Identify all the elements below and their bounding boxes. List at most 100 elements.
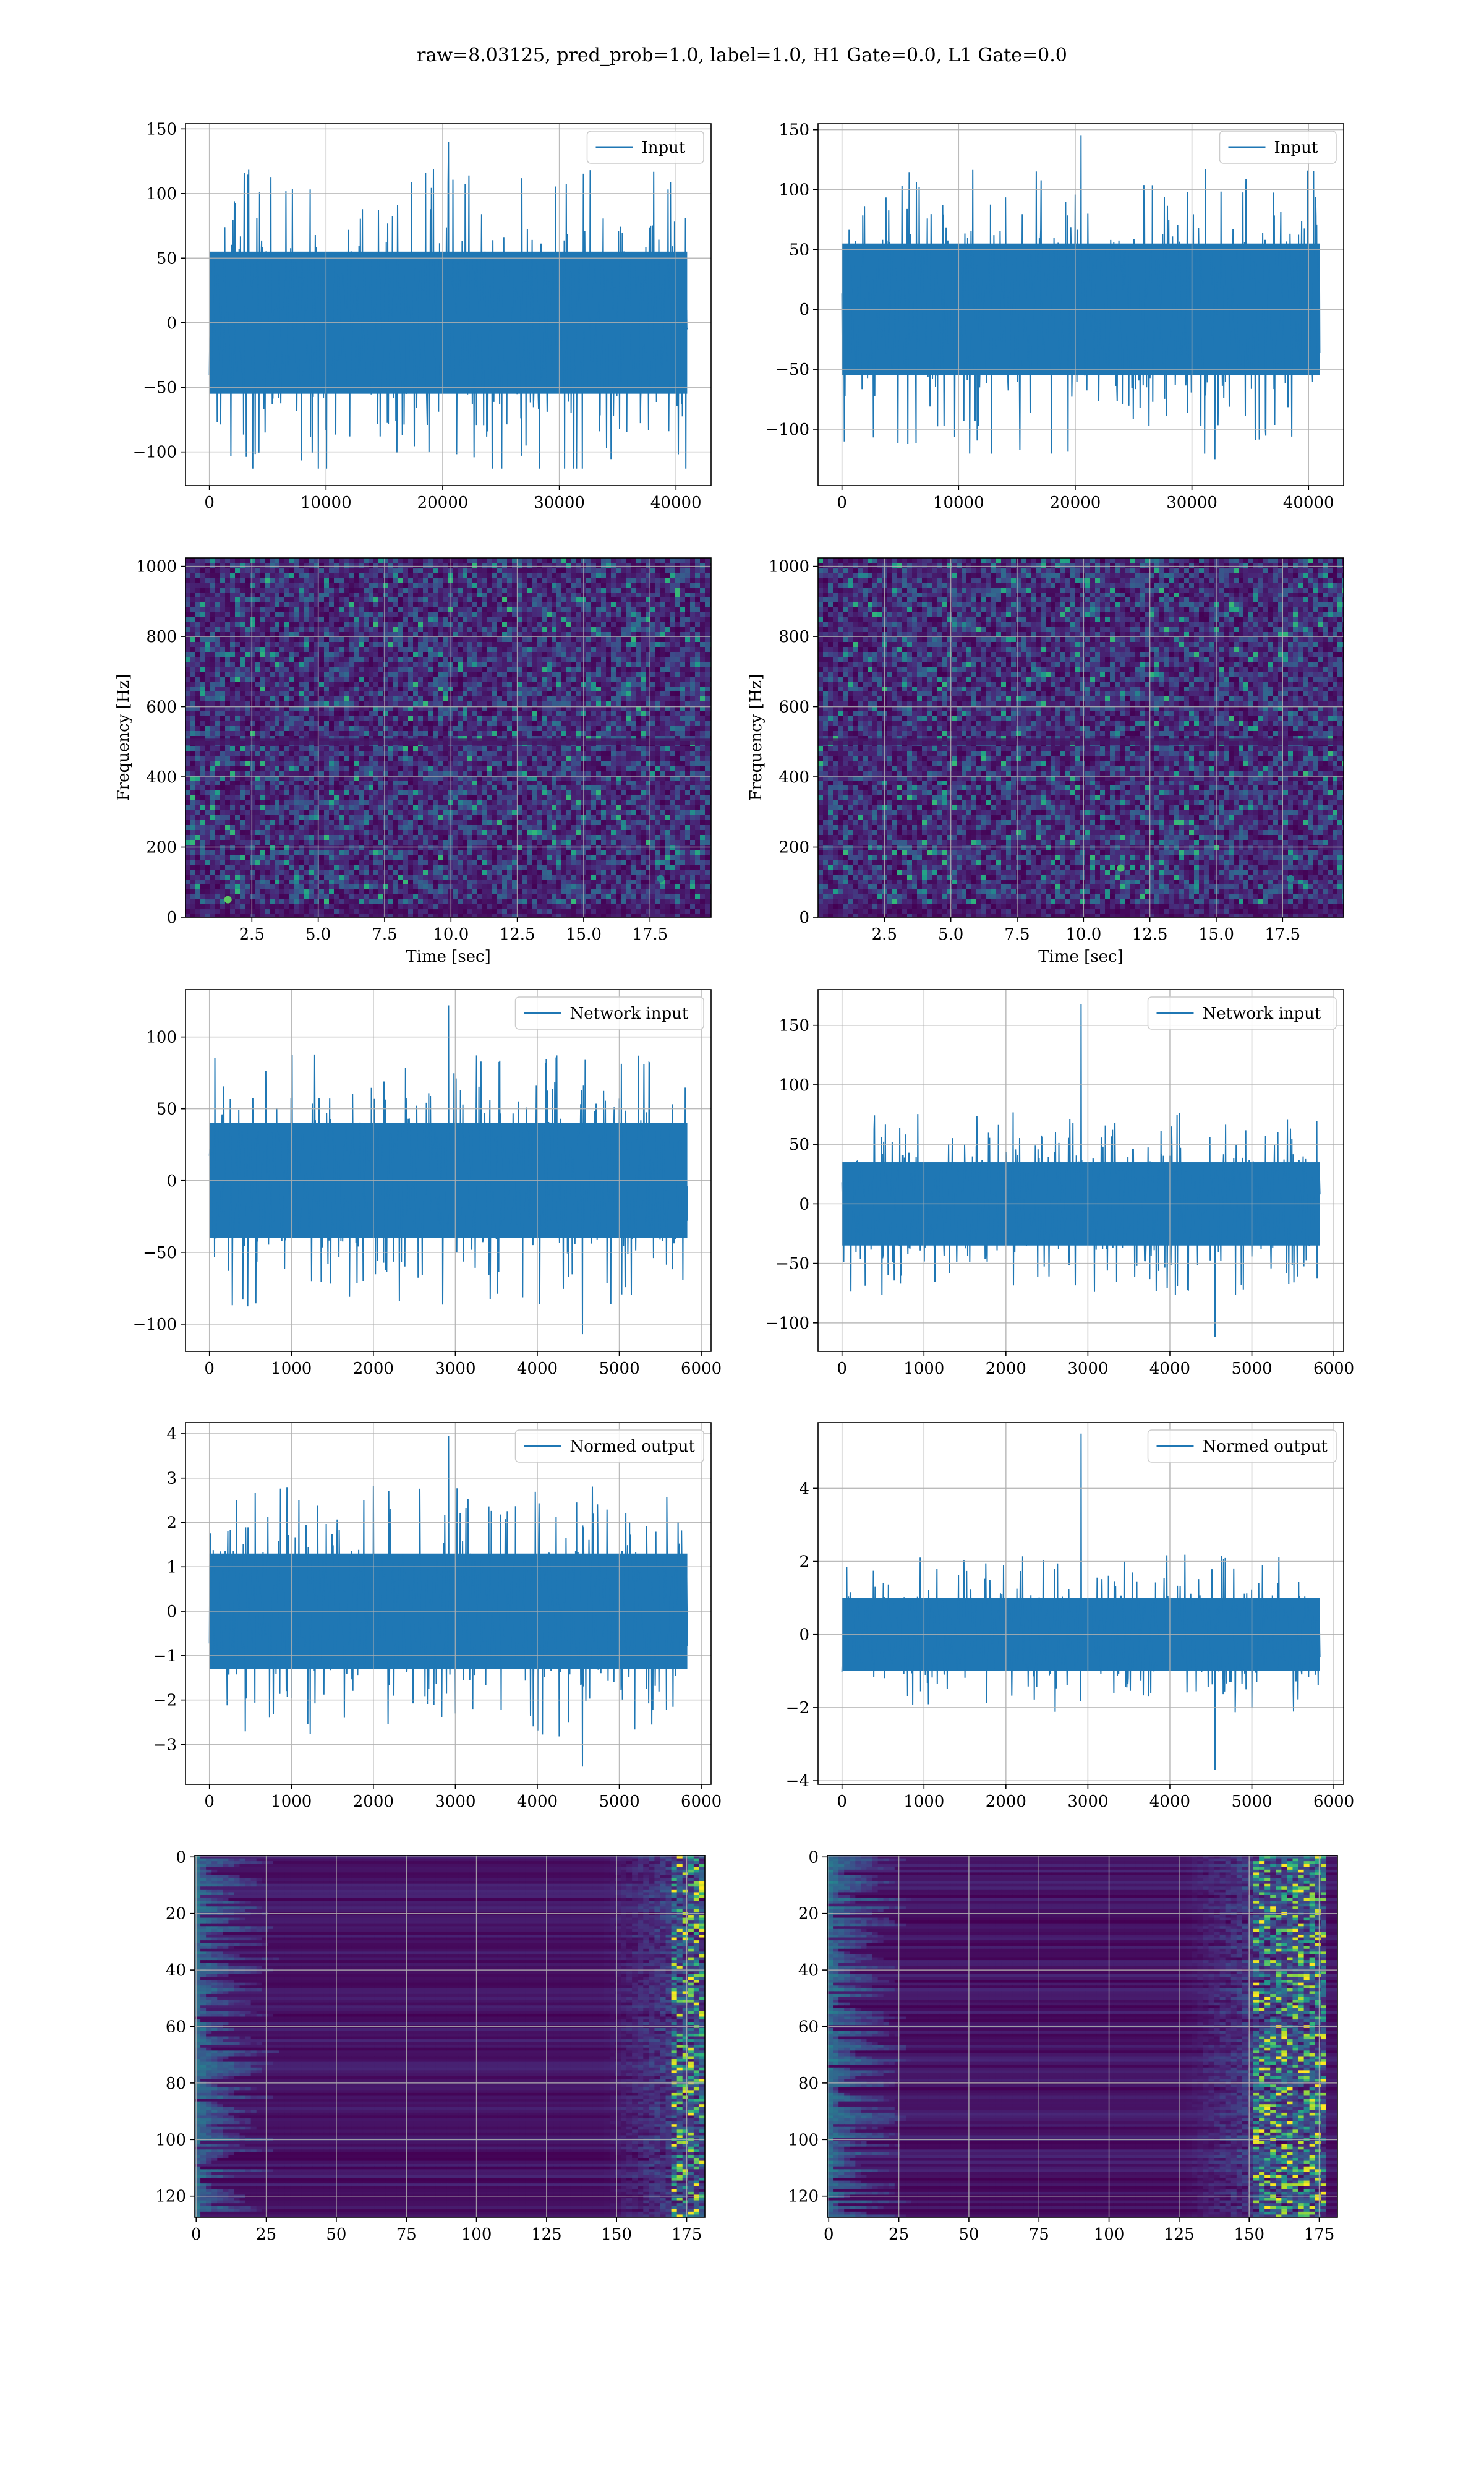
spec-left-cell [205,627,210,632]
spec-left-cell [349,593,354,597]
spec-left-cell [527,736,532,741]
spec-left-cell [284,632,289,637]
spec-left-cell [349,716,354,721]
spec-left-cell [680,746,685,751]
spec-left-cell [467,766,472,771]
spec-left-cell [186,711,190,716]
spec-left-cell [354,612,359,617]
spec-left-cell [650,691,655,696]
spec-left-cell [695,558,700,563]
spec-left-cell [388,766,393,771]
spec-left-cell [428,637,433,642]
spec-left-cell [200,766,205,771]
spec-left-cell [423,647,428,652]
spec-left-cell [616,632,621,637]
spec-left-cell [512,568,517,573]
spec-left-cell [195,558,200,563]
spec-left-cell [275,647,279,652]
spec-left-cell [675,568,680,573]
spec-left-cell [329,776,334,781]
spec-left-cell [556,672,561,677]
spec-left-cell [561,677,566,682]
spec-left-cell [403,612,408,617]
spec-left-cell [611,766,616,771]
spec-left-cell [398,617,403,622]
spec-left-cell [497,746,502,751]
spec-left-cell [616,573,621,578]
spec-left-cell [527,677,532,682]
spec-left-cell [428,711,433,716]
spec-left-cell [502,706,507,711]
spec-left-cell [655,771,660,776]
spec-left-cell [279,627,284,632]
spec-left-cell [487,721,492,726]
spec-left-cell [309,746,314,751]
spec-left-cell [245,573,250,578]
spec-left-cell [388,563,393,568]
spec-left-cell [319,622,324,627]
spec-left-cell [369,761,373,766]
spec-left-cell [655,607,660,612]
spec-left-cell [309,781,314,785]
spec-left-cell [636,711,641,716]
spec-left-cell [497,573,502,578]
spec-left-cell [215,612,220,617]
spec-left-cell [646,583,650,588]
spec-left-cell [542,642,547,647]
spec-left-cell [641,761,646,766]
spec-left-cell [205,691,210,696]
spec-left-cell [299,563,304,568]
spec-left-cell [284,662,289,667]
spec-left-cell [522,642,527,647]
spec-left-cell [398,632,403,637]
spec-left-cell [260,687,265,691]
spec-left-cell [636,597,641,602]
spec-left-cell [453,687,458,691]
spec-left-cell [438,672,443,677]
spec-left-cell [215,642,220,647]
spec-left-cell [289,736,294,741]
spec-left-cell [230,672,235,677]
spec-left-cell [705,771,710,776]
spec-left-cell [398,662,403,667]
spec-left-cell [398,597,403,602]
spec-left-cell [606,652,611,657]
spec-left-cell [690,602,695,607]
spec-left-cell [190,588,195,593]
spec-left-cell [220,578,225,583]
spec-left-cell [190,761,195,766]
spec-left-cell [443,751,448,756]
spec-left-cell [215,691,220,696]
spec-left-cell [695,568,700,573]
input-right-xtick-label: 30000 [1166,494,1217,512]
spec-left-cell [413,607,418,612]
spec-left-cell [690,622,695,627]
spec-left-cell [596,687,601,691]
spec-left-cell [522,607,527,612]
spec-left-cell [507,746,512,751]
spec-left-cell [542,776,547,781]
spec-left-cell [596,761,601,766]
spec-left-cell [547,721,552,726]
spec-left-cell [255,627,260,632]
spec-left-cell [512,593,517,597]
spec-left-cell [388,627,393,632]
spec-left-cell [487,583,492,588]
spec-left-cell [314,558,319,563]
spec-left-cell [700,711,705,716]
spec-left-cell [586,578,591,583]
spec-left-cell [636,637,641,642]
spec-left-cell [364,662,369,667]
spec-left-cell [373,563,378,568]
spec-left-cell [467,687,472,691]
spec-left-cell [591,751,596,756]
spec-left-cell [705,761,710,766]
spec-left-cell [621,622,626,627]
spec-left-cell [492,682,497,687]
spec-left-cell [284,578,289,583]
spec-left-cell [413,761,418,766]
spec-left-cell [369,682,373,687]
spec-left-cell [700,701,705,706]
spec-left-cell [502,696,507,701]
spec-left-cell [443,578,448,583]
